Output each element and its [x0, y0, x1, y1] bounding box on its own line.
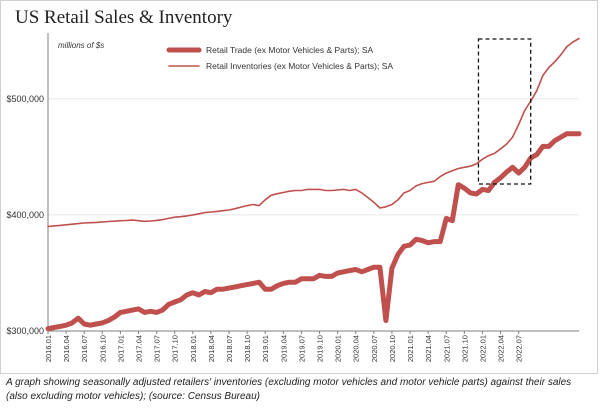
- units-label: millions of $s: [58, 41, 104, 50]
- x-tick-label: 2018.01: [189, 335, 198, 362]
- legend-label: Retail Inventories (ex Motor Vehicles & …: [206, 61, 393, 71]
- x-tick-label: 2018.10: [243, 335, 252, 362]
- x-tick-label: 2022.04: [497, 335, 506, 362]
- x-tick-label: 2018.07: [225, 335, 234, 362]
- retail-inventories-line: [47, 37, 580, 228]
- x-tick-label: 2021.10: [460, 335, 469, 362]
- x-tick-label: 2019.01: [261, 335, 270, 362]
- x-tick-label: 2019.07: [297, 335, 306, 362]
- legend-label: Retail Trade (ex Motor Vehicles & Parts)…: [206, 45, 374, 55]
- x-tick-label: 2017.07: [153, 335, 162, 362]
- x-tick-label: 2020.04: [352, 335, 361, 362]
- chart-caption: A graph showing seasonally adjusted reta…: [6, 377, 572, 402]
- chart-title: US Retail Sales & Inventory: [15, 7, 233, 28]
- x-tick-label: 2020.07: [370, 335, 379, 362]
- x-tick-label: 2016.07: [80, 335, 89, 362]
- x-tick-label: 2021.01: [406, 335, 415, 362]
- x-tick-label: 2016.01: [44, 335, 53, 362]
- y-tick-label: $300,000: [6, 326, 44, 336]
- x-tick-label: 2017.10: [171, 335, 180, 362]
- chart-frame: US Retail Sales & Inventory $300,000 $400…: [0, 0, 598, 374]
- x-tick-label: 2021.04: [424, 335, 433, 362]
- retail-trade-line: [45, 131, 582, 332]
- x-tick-label: 2020.10: [388, 335, 397, 362]
- x-tick-label: 2016.10: [98, 335, 107, 362]
- y-tick-label: $400,000: [6, 210, 44, 220]
- x-tick-label: 2016.04: [62, 335, 71, 362]
- x-tick-label: 2017.01: [116, 335, 125, 362]
- x-tick-label: 2018.04: [207, 335, 216, 362]
- y-tick-label: $500,000: [6, 94, 44, 104]
- highlight-box: [477, 38, 532, 185]
- line-chart: $300,000 $400,000 $500,000 2016.01 2016.04 20…: [6, 33, 582, 362]
- x-tick-label: 2020.01: [334, 335, 343, 362]
- x-tick-label: 2022.07: [515, 335, 524, 362]
- x-tick-label: 2019.10: [316, 335, 325, 362]
- x-tick-label: 2021.07: [442, 335, 451, 362]
- x-tick-label: 2019.04: [279, 335, 288, 362]
- x-tick-label: 2022.01: [478, 335, 487, 362]
- x-tick-label: 2017.04: [135, 335, 144, 362]
